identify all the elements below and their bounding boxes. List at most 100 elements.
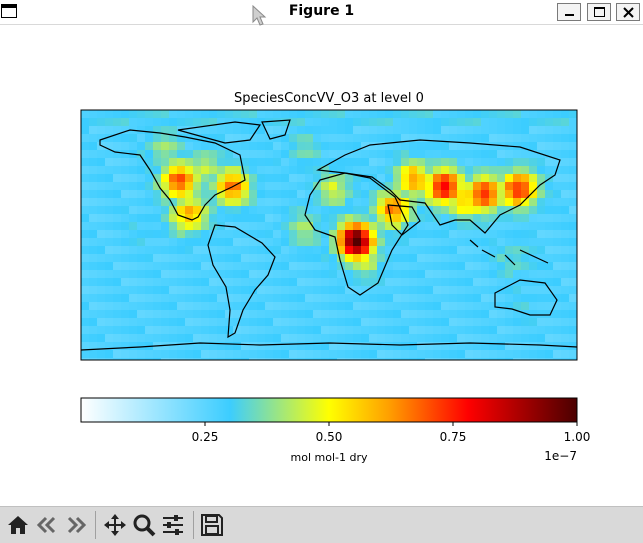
- field-cell: [305, 246, 313, 254]
- field-cell: [561, 254, 569, 262]
- field-cell: [289, 198, 297, 206]
- maximize-button[interactable]: [587, 3, 611, 21]
- field-cell: [529, 190, 537, 198]
- field-cell: [537, 134, 545, 142]
- field-cell: [249, 310, 257, 318]
- field-cell: [169, 214, 177, 222]
- field-cell: [121, 278, 129, 286]
- field-cell: [505, 246, 513, 254]
- forward-icon: [67, 516, 87, 534]
- field-cell: [225, 350, 233, 358]
- pan-button[interactable]: [102, 512, 128, 538]
- field-cell: [425, 294, 433, 302]
- field-cell: [385, 278, 393, 286]
- field-cell: [201, 166, 209, 174]
- field-cell: [569, 278, 577, 286]
- field-cell: [393, 190, 401, 198]
- field-cell: [385, 326, 393, 334]
- field-cell: [289, 254, 297, 262]
- field-cell: [521, 206, 529, 214]
- field-cell: [473, 294, 481, 302]
- field-cell: [473, 262, 481, 270]
- forward-button[interactable]: [63, 512, 89, 538]
- field-cell: [249, 358, 257, 360]
- field-cell: [433, 126, 441, 134]
- field-cell: [401, 206, 409, 214]
- field-cell: [265, 294, 273, 302]
- field-cell: [537, 118, 545, 126]
- field-cell: [89, 294, 97, 302]
- field-cell: [393, 230, 401, 238]
- window-menu-icon[interactable]: [1, 4, 17, 18]
- field-cell: [369, 270, 377, 278]
- field-cell: [265, 166, 273, 174]
- field-cell: [377, 262, 385, 270]
- configure-subplots-button[interactable]: [160, 512, 186, 538]
- field-cell: [265, 350, 273, 358]
- field-cell: [121, 286, 129, 294]
- field-cell: [433, 182, 441, 190]
- field-cell: [281, 302, 289, 310]
- field-cell: [185, 254, 193, 262]
- field-cell: [433, 238, 441, 246]
- field-cell: [313, 118, 321, 126]
- window-titlebar[interactable]: Figure 1: [0, 0, 643, 25]
- save-button[interactable]: [199, 512, 225, 538]
- minimize-button[interactable]: [557, 3, 581, 21]
- field-cell: [305, 334, 313, 342]
- field-cell: [97, 190, 105, 198]
- field-cell: [337, 302, 345, 310]
- field-cell: [177, 262, 185, 270]
- field-cell: [161, 342, 169, 350]
- field-cell: [545, 318, 553, 326]
- field-cell: [209, 278, 217, 286]
- field-cell: [329, 166, 337, 174]
- figure-canvas[interactable]: SpeciesConcVV_O3 at level 0 0.25 0.50 0.75…: [0, 25, 643, 505]
- field-cell: [489, 158, 497, 166]
- field-cell: [233, 326, 241, 334]
- field-cell: [169, 326, 177, 334]
- close-button[interactable]: [616, 3, 640, 21]
- field-cell: [481, 310, 489, 318]
- field-cell: [569, 334, 577, 342]
- field-cell: [257, 310, 265, 318]
- field-cell: [537, 230, 545, 238]
- field-cell: [209, 134, 217, 142]
- field-cell: [89, 142, 97, 150]
- field-cell: [545, 238, 553, 246]
- field-cell: [89, 302, 97, 310]
- field-cell: [489, 150, 497, 158]
- field-cell: [497, 174, 505, 182]
- field-cell: [217, 174, 225, 182]
- field-cell: [497, 206, 505, 214]
- field-cell: [417, 190, 425, 198]
- field-cell: [225, 174, 233, 182]
- field-cell: [313, 350, 321, 358]
- back-button[interactable]: [34, 512, 60, 538]
- field-cell: [441, 350, 449, 358]
- field-cell: [417, 238, 425, 246]
- back-icon: [36, 516, 56, 534]
- field-cell: [513, 270, 521, 278]
- field-cell: [297, 342, 305, 350]
- field-cell: [449, 310, 457, 318]
- zoom-button[interactable]: [131, 512, 157, 538]
- field-cell: [489, 334, 497, 342]
- field-cell: [161, 158, 169, 166]
- field-cell: [521, 310, 529, 318]
- field-cell: [337, 166, 345, 174]
- home-button[interactable]: [5, 512, 31, 538]
- field-cell: [513, 230, 521, 238]
- field-cell: [273, 110, 281, 118]
- field-cell: [417, 270, 425, 278]
- field-cell: [241, 110, 249, 118]
- field-cell: [529, 326, 537, 334]
- field-cell: [281, 126, 289, 134]
- field-cell: [369, 190, 377, 198]
- field-cell: [545, 310, 553, 318]
- field-cell: [401, 166, 409, 174]
- field-cell: [313, 110, 321, 118]
- field-cell: [529, 110, 537, 118]
- field-cell: [481, 246, 489, 254]
- field-cell: [361, 206, 369, 214]
